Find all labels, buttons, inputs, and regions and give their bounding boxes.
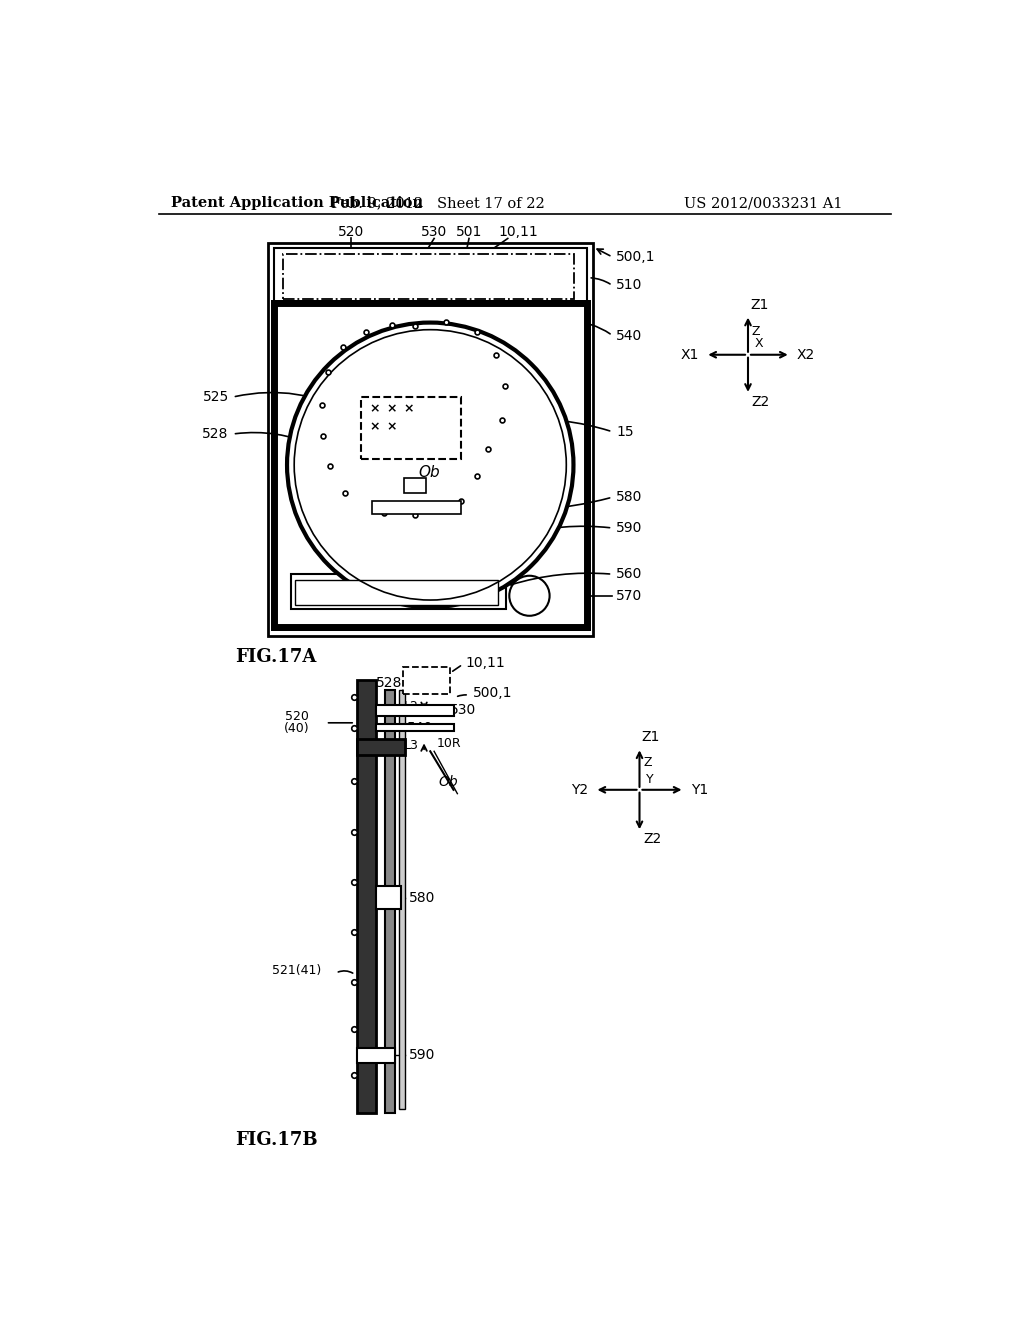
Text: ×: × [370,420,380,433]
Bar [376,886,400,909]
Text: L2: L2 [403,700,419,713]
Text: FIG.17A: FIG.17A [234,648,316,667]
Bar [403,667,450,693]
Text: 580: 580 [409,891,435,904]
Bar [273,248,587,305]
Text: 10,11: 10,11 [498,226,538,239]
Bar [283,253,573,300]
Bar [403,478,426,494]
Text: X1: X1 [681,347,699,362]
Bar [399,689,406,1109]
Text: Z1: Z1 [642,730,660,743]
Text: Ob: Ob [419,465,440,480]
Bar [360,397,461,459]
Bar [356,681,376,1113]
Text: Y2: Y2 [571,783,589,797]
Text: 570: 570 [616,589,642,603]
Text: 590: 590 [409,1048,435,1063]
Text: Z: Z [752,325,761,338]
Text: 510: 510 [616,279,643,293]
Text: 528: 528 [203,428,228,441]
Text: 500,1: 500,1 [616,249,655,264]
Text: 521(41): 521(41) [272,964,322,977]
Text: (40): (40) [284,722,310,735]
Text: 540: 540 [616,329,642,342]
Text: FIG.17B: FIG.17B [234,1131,317,1150]
Text: 10,11: 10,11 [465,656,505,669]
Text: ×: × [370,403,380,416]
Bar [385,689,394,1113]
Text: X2: X2 [797,347,815,362]
Bar [376,705,454,715]
Text: 15: 15 [616,425,634,438]
Text: Y1: Y1 [690,783,708,797]
Bar [356,739,406,755]
Text: Ob: Ob [438,775,458,789]
Bar [273,304,587,627]
Text: ×: × [386,403,396,416]
Text: 501: 501 [456,226,482,239]
Text: Z2: Z2 [643,832,662,846]
Text: Feb. 9, 2012   Sheet 17 of 22: Feb. 9, 2012 Sheet 17 of 22 [331,197,545,210]
Text: 525: 525 [203,391,228,404]
Text: 580: 580 [616,490,643,504]
Text: 530: 530 [450,704,476,718]
Text: 540: 540 [407,721,433,735]
Text: X: X [755,338,763,351]
Bar [372,502,461,515]
Circle shape [287,322,573,607]
Text: 528: 528 [376,676,402,689]
Bar [376,725,454,731]
Text: Z2: Z2 [752,395,770,409]
Text: ×: × [386,420,396,433]
Text: 520: 520 [285,710,309,723]
Text: 590: 590 [616,521,643,535]
Text: 520: 520 [338,226,365,239]
Text: Z: Z [643,756,652,770]
Text: Patent Application Publication: Patent Application Publication [171,197,423,210]
Text: Z1: Z1 [751,297,769,312]
Text: US 2012/0033231 A1: US 2012/0033231 A1 [684,197,843,210]
Bar [356,1048,394,1063]
Bar [291,574,506,609]
Text: 530: 530 [421,226,447,239]
Bar [267,243,593,636]
Text: 500,1: 500,1 [473,686,512,700]
Text: 10R: 10R [436,737,461,750]
Text: ×: × [403,403,414,416]
Text: 560: 560 [616,568,643,581]
Circle shape [509,576,550,615]
Bar [295,579,499,605]
Text: L3: L3 [403,739,419,752]
Text: Y: Y [646,772,653,785]
Bar [273,304,587,627]
